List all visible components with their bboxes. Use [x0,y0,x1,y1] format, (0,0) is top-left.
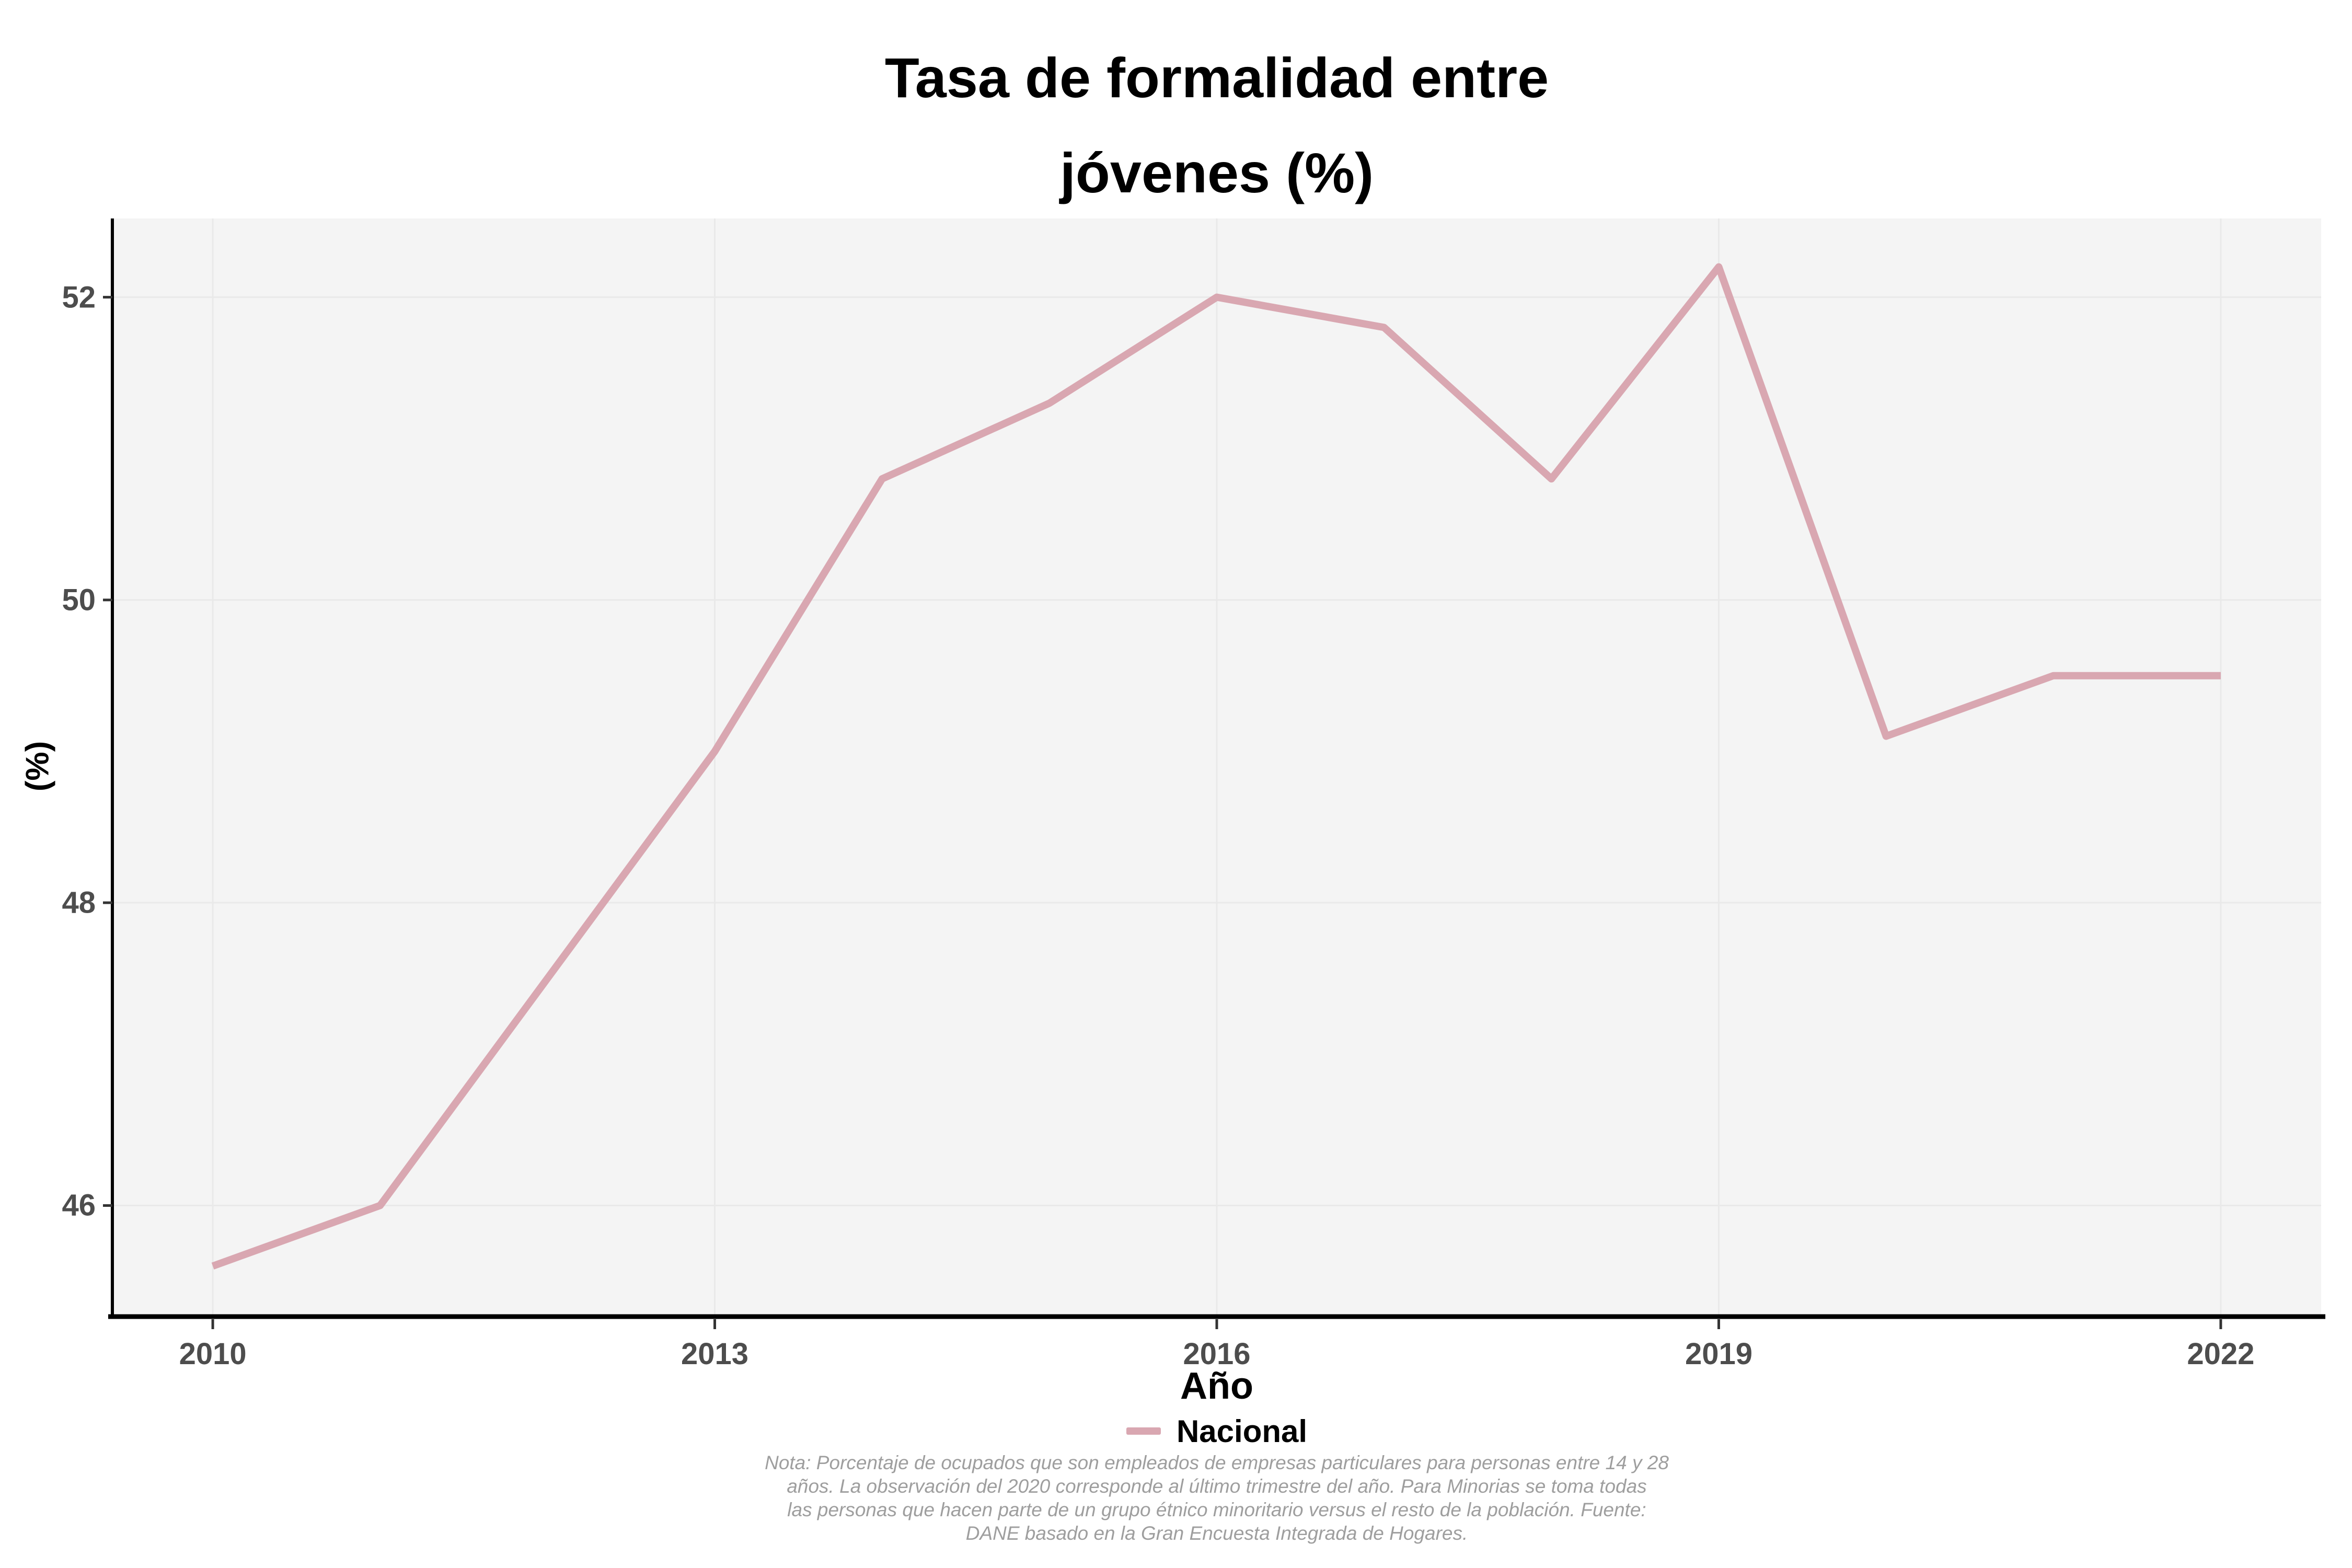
chart-title-line2: jóvenes (%) [1059,141,1374,204]
caption-line: las personas que hacen parte de un grupo… [787,1499,1646,1520]
x-tick-label: 2013 [681,1337,749,1371]
y-tick-label: 48 [62,885,96,920]
caption-line: Nota: Porcentaje de ocupados que son emp… [765,1452,1669,1473]
caption-note: Nota: Porcentaje de ocupados que son emp… [112,1451,2321,1545]
x-axis-title: Año [1180,1365,1253,1407]
x-tick-label: 2019 [1685,1337,1753,1371]
y-tick-label: 52 [62,280,96,315]
x-tick-label: 2022 [2187,1337,2255,1371]
x-tick-label: 2010 [179,1337,247,1371]
y-axis-title: (%) [19,741,56,792]
chart-title: Tasa de formalidad entre jóvenes (%) [112,30,2321,221]
y-tick-label: 46 [62,1188,96,1223]
chart-title-line1: Tasa de formalidad entre [884,46,1549,109]
x-tick-label: 2016 [1183,1337,1251,1371]
caption-line: años. La observación del 2020 correspond… [787,1475,1647,1497]
caption-line: DANE basado en la Gran Encuesta Integrad… [965,1523,1468,1544]
legend-key-line-icon [1126,1427,1161,1435]
legend: Nacional [112,1412,2321,1450]
y-tick-label: 50 [62,583,96,617]
nacional-line [211,263,2221,1270]
legend-label-nacional: Nacional [1176,1413,1308,1449]
